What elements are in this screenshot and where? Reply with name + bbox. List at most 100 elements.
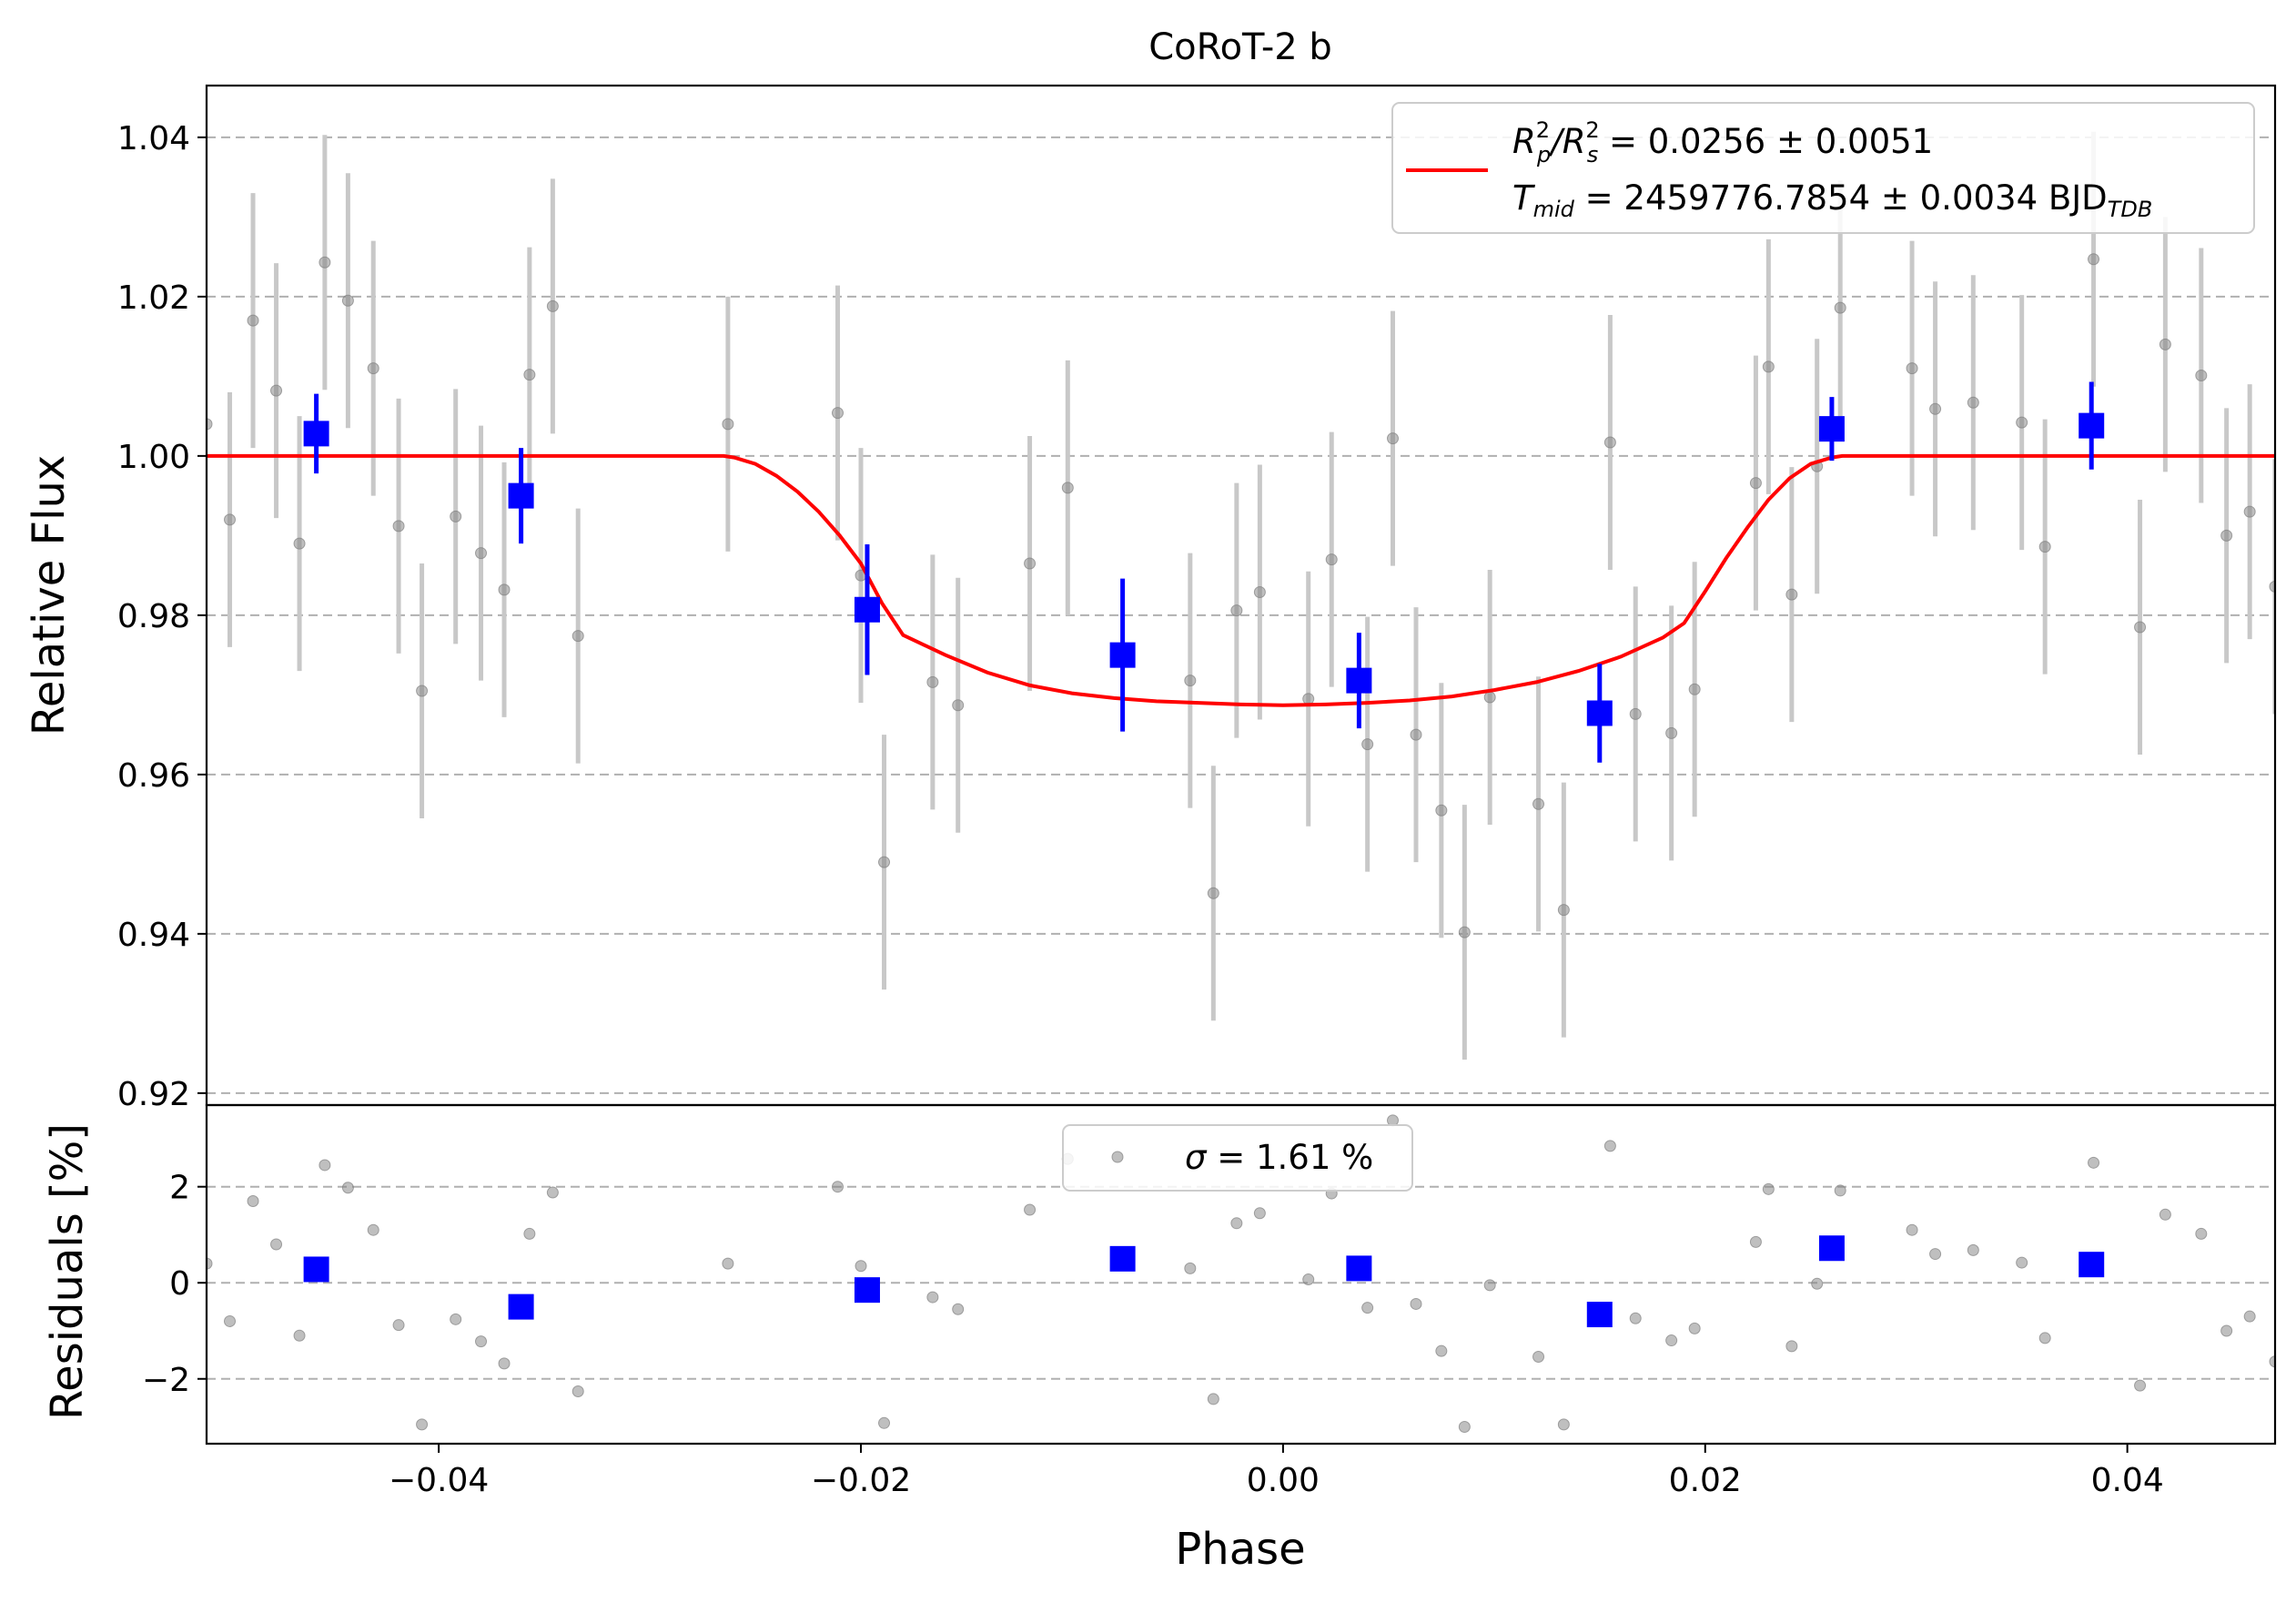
raw-data-point [2016,416,2028,429]
raw-data-point [523,369,536,381]
residual-raw-point [224,1314,237,1327]
residual-raw-point [293,1329,306,1342]
raw-data-point [1458,926,1471,938]
raw-data-point [1061,482,1074,494]
raw-data-point [546,299,559,312]
binned-data-point [1346,667,1372,694]
residual-legend: σ = 1.61 % [1062,1124,1413,1192]
residual-raw-point [2016,1256,2028,1269]
legend-radius-ratio-label: R2 p/R2 s = 0.0256 ± 0.0051 [1512,117,1933,167]
raw-data-point [416,685,429,697]
residual-legend-label: σ = 1.61 % [1185,1138,1373,1177]
raw-data-point [247,314,259,327]
raw-data-point [1629,707,1642,720]
residual-raw-point [367,1223,379,1236]
residual-raw-points [207,1114,2275,1434]
residual-raw-point [392,1319,405,1332]
raw-data-point [270,384,283,397]
main-legend: R2 p/R2 s = 0.0256 ± 0.0051 Tmid = 2459776… [1391,102,2255,234]
residual-raw-point [926,1291,939,1304]
residual-raw-point [1967,1243,1979,1256]
raw-data-point [926,675,939,688]
raw-data-point [1785,588,1798,601]
x-tick-label: 0.02 [1669,1462,1742,1499]
residual-raw-point [1603,1140,1616,1152]
residual-raw-point [270,1238,283,1251]
main-raw-points [207,131,2275,1060]
residual-legend-value: = 1.61 % [1206,1138,1373,1177]
main-y-tick-label: 0.96 [117,757,190,795]
x-tick-label: −0.02 [811,1462,911,1499]
transit-model-curve [207,453,2275,707]
residual-binned-points [303,1235,2105,1328]
residual-raw-point [1410,1297,1422,1310]
residual-raw-point [2220,1324,2233,1337]
raw-data-point [392,520,405,533]
x-tick-label: 0.04 [2091,1462,2164,1499]
raw-data-point [293,537,306,550]
raw-data-point [2243,505,2256,518]
raw-data-point [1929,402,1942,415]
binned-data-point [303,421,329,447]
residual-raw-point [2134,1379,2147,1392]
residual-raw-point [2269,1355,2275,1368]
residual-raw-point [2088,1156,2100,1169]
x-axis-label: Phase [1175,1524,1305,1575]
residual-raw-point [855,1260,867,1273]
raw-data-point [1834,301,1846,314]
residual-raw-point [1665,1334,1678,1347]
residual-legend-marker [1111,1151,1124,1163]
raw-data-point [878,856,891,868]
residual-y-tick-label: 2 [169,1170,190,1207]
residual-binned-point [1346,1255,1372,1282]
legend-r-sup2: 2 [1585,117,1599,143]
residual-raw-point [1834,1184,1846,1197]
legend-t-sub-end: TDB [2108,197,2153,222]
residual-raw-point [498,1357,511,1370]
raw-data-point [1325,553,1338,566]
residual-raw-point [1435,1344,1448,1357]
residual-raw-point [1749,1235,1762,1248]
raw-data-point [224,513,237,526]
residual-raw-point [1207,1393,1219,1405]
raw-data-point [1361,738,1374,751]
legend-r-sub2: s [1587,142,1599,167]
residual-raw-point [1629,1312,1642,1324]
raw-data-point [1386,432,1399,445]
residual-legend-sigma: σ [1185,1138,1208,1177]
raw-data-point [1762,360,1775,373]
residual-raw-point [207,1257,213,1270]
residual-raw-point [1688,1322,1701,1334]
residual-raw-point [1906,1223,1918,1236]
residual-raw-point [1483,1279,1496,1292]
residual-raw-point [1361,1302,1374,1314]
residual-axes-frame [205,1103,2277,1446]
legend-t-symbol: T [1512,178,1535,218]
raw-data-point [1230,604,1243,617]
raw-data-point [2088,253,2100,266]
residual-raw-point [1762,1182,1775,1195]
residual-raw-point [2243,1310,2256,1323]
residual-binned-point [508,1294,534,1320]
raw-data-point [2038,541,2051,553]
residual-raw-point [1785,1340,1798,1353]
residual-raw-point [952,1303,965,1315]
residual-raw-point [1557,1418,1570,1431]
raw-data-point [1967,396,1979,409]
residual-raw-point [1811,1277,1824,1290]
chart-title: CoRoT-2 b [1148,26,1332,68]
raw-data-point [952,699,965,712]
residual-raw-point [2159,1208,2171,1221]
main-y-tick-label: 1.00 [117,439,190,476]
raw-data-point [571,630,584,643]
raw-data-point [1184,675,1197,687]
binned-data-point [508,482,534,509]
raw-data-point [1557,904,1570,917]
raw-data-point [1435,804,1448,817]
binned-data-point [1586,700,1613,726]
raw-data-point [831,407,844,420]
raw-data-point [1603,436,1616,449]
raw-data-point [367,362,379,375]
residual-raw-point [341,1182,354,1194]
residual-y-ticks: −2 0 2 [142,1170,207,1399]
